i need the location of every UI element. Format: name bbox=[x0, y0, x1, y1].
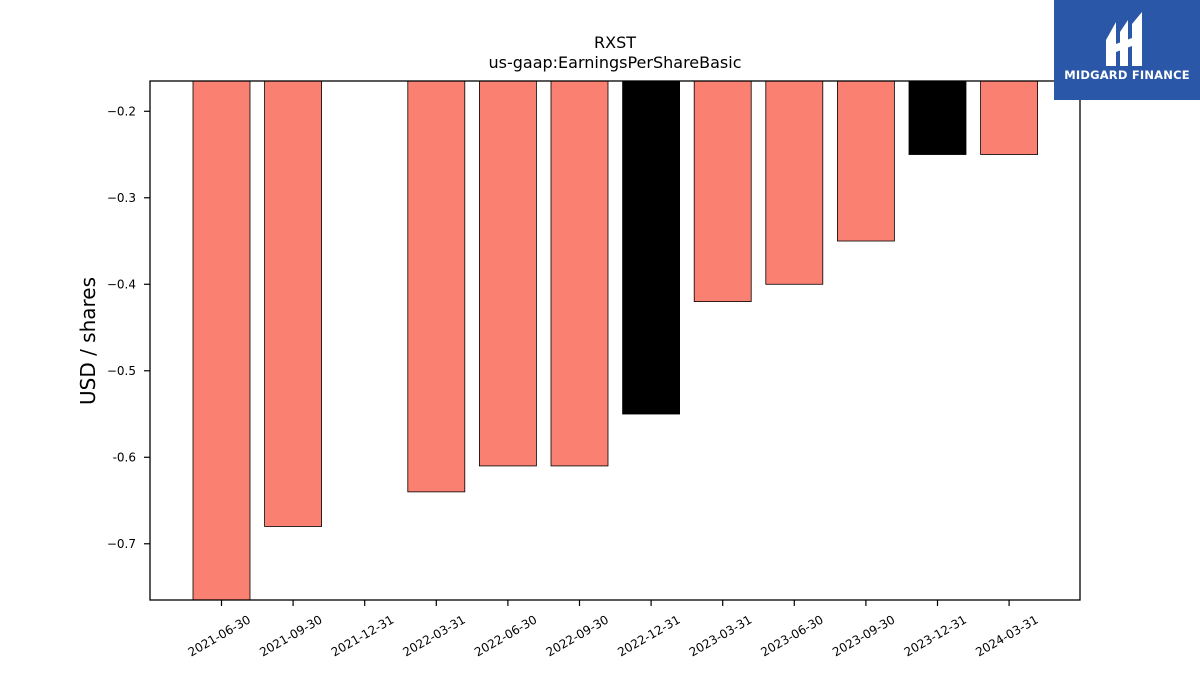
bar-2021-09-30 bbox=[264, 80, 323, 527]
bars-layer bbox=[192, 80, 1038, 601]
bar-2021-06-30 bbox=[192, 80, 251, 601]
y-tick-label: -0.6 bbox=[113, 450, 136, 464]
y-axis-ticks: −0.2 −0.3 −0.4 −0.5 -0.6 −0.7 bbox=[107, 104, 150, 551]
bar-2023-12-31 bbox=[908, 80, 967, 155]
x-tick-label: 2023-06-30 bbox=[758, 612, 825, 659]
x-tick-label: 2022-06-30 bbox=[472, 612, 539, 659]
bar-2022-12-31 bbox=[622, 80, 680, 415]
midgard-finance-logo: MIDGARD FINANCE bbox=[1054, 0, 1200, 100]
x-tick-label: 2022-09-30 bbox=[544, 612, 611, 659]
chart-subtitle: us-gaap:EarningsPerShareBasic bbox=[488, 53, 741, 72]
y-axis-label: USD / shares bbox=[76, 277, 100, 405]
x-axis-ticks: 2021-06-30 2021-09-30 2021-12-31 2022-03-31… bbox=[186, 600, 1041, 659]
x-tick-label: 2023-03-31 bbox=[687, 612, 754, 659]
x-tick-label: 2023-09-30 bbox=[830, 612, 897, 659]
y-tick-label: −0.3 bbox=[107, 191, 136, 205]
logo-text: MIDGARD FINANCE bbox=[1064, 68, 1190, 82]
x-tick-label: 2021-09-30 bbox=[257, 612, 324, 659]
x-tick-label: 2022-03-31 bbox=[400, 612, 467, 659]
x-tick-label: 2021-12-31 bbox=[329, 612, 396, 659]
bar-2024-03-31 bbox=[980, 80, 1038, 155]
x-tick-label: 2024-03-31 bbox=[973, 612, 1040, 659]
x-tick-label: 2022-12-31 bbox=[615, 612, 682, 659]
bar-2023-06-30 bbox=[765, 80, 824, 285]
bar-2023-09-30 bbox=[837, 80, 895, 242]
y-tick-label: −0.5 bbox=[107, 364, 136, 378]
chart-title: RXST bbox=[594, 33, 636, 52]
y-tick-label: −0.4 bbox=[107, 277, 136, 291]
bar-2023-03-31 bbox=[693, 80, 752, 302]
y-tick-label: −0.2 bbox=[107, 104, 136, 118]
plot-frame bbox=[149, 80, 1081, 601]
x-tick-label: 2021-06-30 bbox=[186, 612, 253, 659]
bar-2022-09-30 bbox=[550, 80, 609, 467]
x-tick-label: 2023-12-31 bbox=[902, 612, 969, 659]
bar-2022-03-31 bbox=[407, 80, 466, 493]
logo-mark-icon bbox=[1106, 12, 1142, 66]
bar-2022-06-30 bbox=[478, 80, 537, 467]
y-tick-label: −0.7 bbox=[107, 537, 136, 551]
